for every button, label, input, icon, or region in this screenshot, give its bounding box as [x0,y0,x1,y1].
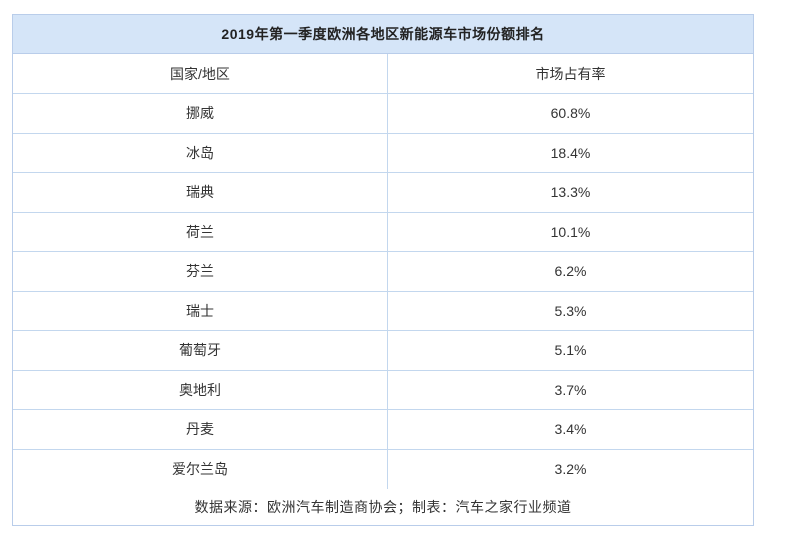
table-row: 瑞典 13.3% [13,173,753,213]
table-row: 冰岛 18.4% [13,133,753,173]
table-body: 挪威 60.8% 冰岛 18.4% 瑞典 13.3% 荷兰 10.1% 芬兰 6.2% 瑞士 5.3%… [13,94,753,489]
region-cell: 挪威 [13,94,388,133]
region-cell: 瑞典 [13,173,388,212]
table-header-row: 国家/地区 市场占有率 [13,54,753,94]
table-row: 挪威 60.8% [13,94,753,134]
table-row: 奥地利 3.7% [13,370,753,410]
column-header-region: 国家/地区 [13,54,388,93]
table-row: 爱尔兰岛 3.2% [13,449,753,489]
table-title: 2019年第一季度欧洲各地区新能源车市场份额排名 [13,15,753,54]
region-cell: 丹麦 [13,410,388,449]
region-cell: 爱尔兰岛 [13,449,388,489]
table-footer-source: 数据来源：欧洲汽车制造商协会；制表：汽车之家行业频道 [194,499,572,515]
share-cell: 6.2% [554,263,587,280]
table-row: 瑞士 5.3% [13,291,753,331]
share-cell: 60.8% [550,105,591,122]
region-cell: 瑞士 [13,291,388,330]
share-cell: 10.1% [550,223,591,240]
share-cell: 3.4% [554,421,587,438]
table-row: 芬兰 6.2% [13,252,753,292]
table-row: 葡萄牙 5.1% [13,331,753,371]
table-row: 丹麦 3.4% [13,410,753,450]
table-row: 荷兰 10.1% [13,212,753,252]
share-cell: 13.3% [550,184,591,201]
region-cell: 冰岛 [13,133,388,172]
region-cell: 荷兰 [13,212,388,251]
region-cell: 芬兰 [13,252,388,291]
region-cell: 葡萄牙 [13,331,388,370]
share-cell: 5.1% [554,342,587,359]
share-cell: 3.7% [554,381,587,398]
share-cell: 5.3% [554,302,587,319]
share-cell: 18.4% [550,144,591,161]
region-cell: 奥地利 [13,370,388,409]
share-cell: 3.2% [554,461,587,478]
column-header-share: 市场占有率 [535,65,606,82]
market-share-table: 2019年第一季度欧洲各地区新能源车市场份额排名 国家/地区 市场占有率 挪威 6… [12,14,754,526]
